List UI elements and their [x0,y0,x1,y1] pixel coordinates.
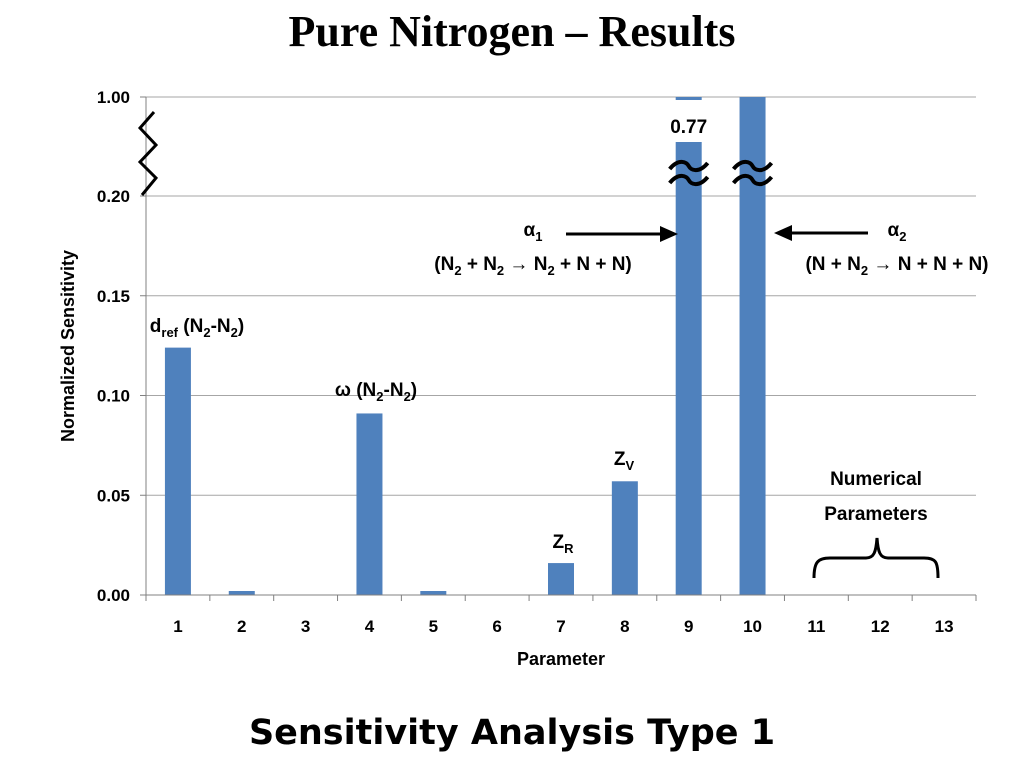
annotation-zv: ZV [614,449,635,473]
annotation-alpha1-reaction: (N2 + N2 → N2 + N + N) [434,254,632,278]
bar-break-mark [668,159,710,173]
y-tick-label: 0.10 [97,387,130,406]
y-axis-break-mark [137,111,159,196]
bar-break-mark [731,173,774,187]
x-tick-label: 12 [871,617,890,636]
x-tick-label: 5 [429,617,438,636]
bar-4 [356,413,383,595]
y-axis-title: Normalized Sensitivity [58,250,78,442]
x-tick-label: 10 [743,617,762,636]
annotation-alpha2: α2 [888,220,907,244]
annotation-alpha2-reaction: (N + N2 → N + N + N) [805,254,988,278]
bar-break-mark [668,173,710,187]
x-tick-label: 6 [492,617,501,636]
arrowhead-alpha1 [660,226,678,242]
x-tick-label: 13 [935,617,954,636]
x-tick-label: 11 [807,617,825,636]
annotation-alpha1: α1 [524,220,543,244]
x-tick-label: 3 [301,617,310,636]
x-tick-label: 1 [173,617,182,636]
slide-title: Pure Nitrogen – Results [288,7,736,56]
annotation-omega: ω (N2-N2) [335,380,417,404]
y-tick-label: 0.15 [97,287,130,306]
slide-subtitle: Sensitivity Analysis Type 1 [248,713,776,753]
bar-5 [420,591,447,595]
annotation-numerical-line1: Numerical [830,469,922,490]
y-tick-label: 0.05 [97,486,130,505]
y-tick-label: 1.00 [97,88,130,107]
y-tick-label: 0.20 [97,187,130,206]
x-tick-label: 4 [365,617,375,636]
bar-break-mark [731,159,774,173]
x-axis-title: Parameter [517,649,605,669]
annotation-numerical-line2: Parameters [824,504,928,525]
x-tick-label: 7 [556,617,565,636]
bar-7 [548,563,574,595]
arrowhead-alpha2 [774,225,792,241]
bar-8 [611,481,638,595]
bar-9 [675,142,702,595]
x-tick-label: 8 [620,617,629,636]
bar-9-top-segment [675,97,702,100]
x-tick-label: 9 [684,617,693,636]
annotation-zr: ZR [553,532,575,556]
bar-2 [228,591,255,595]
numerical-brace [812,537,940,579]
annotation-dref: dref (N2-N2) [150,316,244,340]
y-tick-label: 0.00 [97,586,130,605]
x-tick-label: 2 [237,617,246,636]
data-label-bar-9: 0.77 [670,117,707,138]
bar-1 [164,347,191,595]
